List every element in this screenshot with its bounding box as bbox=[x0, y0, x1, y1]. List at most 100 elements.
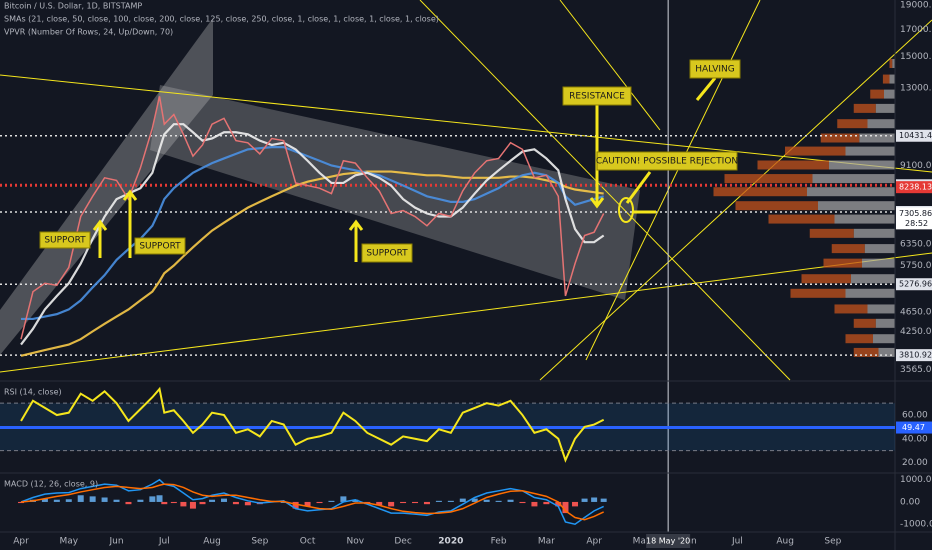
rsi-title: RSI (14, close) bbox=[4, 388, 62, 397]
macd-line bbox=[20, 483, 604, 521]
y-tick-label: 1000.00 bbox=[900, 475, 932, 485]
rsi-current-label: 49.47 bbox=[902, 423, 925, 432]
y-tick-label: 3565.00 bbox=[900, 365, 932, 375]
trendline bbox=[559, 0, 661, 131]
volume-down bbox=[853, 228, 895, 238]
level-label-box bbox=[896, 349, 932, 362]
level-label: 10431.48 bbox=[899, 131, 932, 140]
macd-histogram-bar bbox=[292, 501, 299, 509]
macd-histogram-bar bbox=[156, 495, 163, 502]
volume-up bbox=[785, 146, 846, 156]
macd-histogram-bar bbox=[244, 501, 251, 506]
macd-histogram-bar bbox=[543, 501, 550, 505]
y-tick-label: 60.00 bbox=[902, 411, 928, 421]
macd-histogram-bar bbox=[388, 501, 395, 507]
volume-up bbox=[801, 274, 851, 284]
macd-histogram-bar bbox=[519, 501, 526, 504]
annotation: SUPPORT bbox=[44, 236, 86, 246]
macd-histogram-bar bbox=[220, 498, 227, 502]
x-tick-label: Sep bbox=[251, 537, 268, 547]
x-tick-label: Mar bbox=[538, 537, 555, 547]
arrow bbox=[122, 189, 138, 258]
macd-histogram-bar bbox=[581, 498, 588, 502]
macd-histogram-bar bbox=[41, 498, 48, 502]
volume-down bbox=[807, 187, 895, 197]
macd-histogram-bar bbox=[400, 501, 407, 504]
macd-histogram-bar bbox=[232, 501, 239, 505]
y-tick-label: 19000.00 bbox=[900, 1, 932, 11]
x-tick-label: Jun bbox=[109, 537, 124, 547]
sma-line bbox=[21, 146, 604, 321]
arrow bbox=[625, 171, 652, 204]
y-tick-label: 9100.00 bbox=[900, 161, 932, 171]
annotation-box bbox=[134, 237, 186, 255]
annotation: HALVING bbox=[695, 65, 734, 75]
x-tick-label: May bbox=[633, 537, 652, 547]
macd-histogram-bar bbox=[591, 497, 598, 502]
macd-histogram-bar bbox=[149, 496, 156, 502]
volume-down bbox=[818, 201, 895, 211]
vpvr-legend: VPVR (Number Of Rows, 24, Up/Down, 70) bbox=[4, 28, 173, 37]
macd-histogram-bar bbox=[483, 499, 490, 502]
macd-histogram-bar bbox=[137, 499, 144, 502]
rsi-current-box bbox=[896, 421, 932, 434]
volume-up bbox=[853, 318, 876, 328]
sma-line bbox=[20, 123, 605, 346]
volume-up bbox=[820, 133, 860, 143]
macd-title: MACD (12, 26, close, 9) bbox=[4, 480, 98, 489]
level-label: 5276.96 bbox=[899, 280, 932, 289]
volume-up bbox=[809, 228, 854, 238]
arrow bbox=[695, 77, 717, 101]
highlight-circle bbox=[618, 197, 634, 223]
volume-down bbox=[873, 334, 895, 344]
close-box bbox=[896, 207, 932, 230]
y-tick-label: 6350.00 bbox=[900, 239, 932, 249]
macd-histogram-bar bbox=[316, 501, 323, 504]
x-tick-label: May bbox=[59, 537, 78, 547]
macd-histogram-bar bbox=[89, 496, 96, 502]
level-label: 3810.92 bbox=[899, 351, 932, 360]
macd-histogram-bar bbox=[53, 499, 60, 502]
volume-down bbox=[845, 146, 895, 156]
volume-up bbox=[724, 174, 813, 184]
macd-line bbox=[20, 478, 604, 526]
macd-histogram-bar bbox=[495, 500, 502, 502]
x-tick-label: Aug bbox=[203, 537, 221, 547]
volume-down bbox=[875, 103, 895, 113]
x-tick-label: Dec bbox=[394, 537, 411, 547]
volume-down bbox=[864, 244, 895, 254]
annotation-box bbox=[596, 151, 738, 171]
macd-histogram-bar bbox=[423, 501, 430, 505]
macd-histogram-bar bbox=[328, 500, 335, 502]
annotation: RESISTANCE bbox=[569, 92, 625, 102]
level-label-box bbox=[896, 129, 932, 142]
annotation-box bbox=[562, 86, 632, 106]
macd-histogram-bar bbox=[352, 499, 359, 502]
price-line bbox=[20, 96, 605, 340]
volume-down bbox=[892, 58, 895, 68]
macd-histogram-bar bbox=[101, 497, 108, 502]
rsi-line bbox=[20, 386, 605, 463]
x-tick-label: Feb bbox=[491, 537, 507, 547]
x-tick-label: Jul bbox=[158, 537, 170, 547]
close-label: 7305.86 bbox=[899, 209, 932, 218]
macd-histogram-bar bbox=[170, 501, 177, 504]
y-tick-label: 13000.00 bbox=[900, 83, 932, 93]
annotation-box bbox=[689, 59, 741, 79]
volume-down bbox=[859, 133, 895, 143]
macd-histogram-bar bbox=[447, 500, 454, 502]
y-tick-label: 17000.00 bbox=[900, 25, 932, 35]
x-tick-label: Apr bbox=[586, 537, 602, 547]
macd-histogram-bar bbox=[113, 499, 120, 502]
macd-histogram-bar bbox=[435, 500, 442, 502]
annotation: SUPPORT bbox=[139, 242, 181, 252]
annotation-box bbox=[361, 243, 413, 263]
x-tick-label: 2020 bbox=[438, 537, 463, 547]
volume-up bbox=[713, 187, 807, 197]
arrow bbox=[92, 219, 108, 258]
volume-up bbox=[834, 304, 868, 314]
macd-histogram-bar bbox=[304, 501, 311, 507]
macd-histogram-bar bbox=[77, 495, 84, 502]
